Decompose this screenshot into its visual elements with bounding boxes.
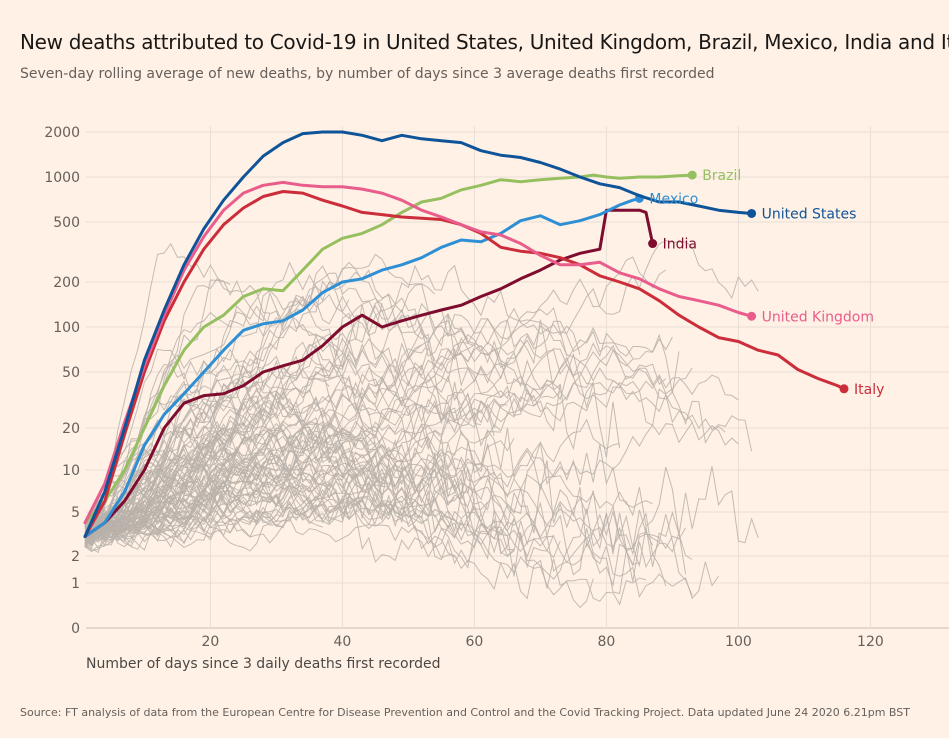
other-country-line — [84, 378, 330, 540]
chart-subtitle: Seven-day rolling average of new deaths,… — [20, 66, 715, 82]
series-endpoint-united-kingdom — [747, 311, 757, 321]
y-tick-label: 200 — [53, 275, 80, 291]
y-tick-label: 500 — [53, 215, 80, 231]
series-endpoint-italy — [839, 384, 849, 394]
other-country-line — [84, 475, 409, 548]
x-tick-label: 20 — [201, 634, 219, 650]
other-country-line — [84, 337, 508, 547]
series-line-mexico — [83, 196, 641, 538]
other-country-line — [84, 475, 363, 545]
other-country-line — [84, 348, 495, 543]
series-label-united-kingdom: United Kingdom — [762, 309, 874, 325]
other-country-line — [84, 358, 270, 537]
source-note: Source: FT analysis of data from the Eur… — [20, 706, 910, 719]
series-label-italy: Italy — [854, 382, 884, 398]
other-country-line — [84, 464, 396, 547]
x-tick-label: 40 — [333, 634, 351, 650]
highlighted-series — [83, 130, 849, 538]
other-country-line — [84, 350, 561, 533]
series-line-india — [83, 208, 655, 538]
grid-lines — [86, 126, 949, 629]
other-country-line — [84, 281, 475, 545]
other-country-line — [84, 349, 739, 535]
y-tick-label: 0 — [71, 621, 80, 637]
other-country-line — [84, 305, 621, 538]
y-tick-label: 1 — [71, 576, 80, 592]
y-tick-label: 1000 — [44, 170, 80, 186]
other-country-line — [84, 309, 561, 545]
series-endpoint-brazil — [687, 170, 697, 180]
x-axis-label: Number of days since 3 daily deaths firs… — [86, 656, 441, 672]
y-tick-label: 50 — [62, 365, 80, 381]
other-country-line — [84, 242, 270, 548]
other-countries-lines — [84, 239, 759, 609]
other-country-line — [84, 381, 449, 545]
axis-ticks: 0 1 2 5 10 20 50 100 200 500 1000 2000 20 40 60 80 100 12… — [44, 125, 883, 650]
other-country-line — [84, 313, 535, 534]
x-tick-label: 100 — [725, 634, 752, 650]
series-line-united-states — [83, 130, 754, 538]
series-label-mexico: Mexico — [649, 191, 698, 207]
other-country-line — [84, 401, 455, 546]
other-country-line — [84, 427, 376, 547]
other-country-line — [84, 289, 383, 533]
series-label-brazil: Brazil — [702, 168, 741, 184]
series-label-united-states: United States — [762, 206, 857, 222]
y-tick-label: 10 — [62, 463, 80, 479]
x-tick-label: 60 — [465, 634, 483, 650]
other-country-line — [84, 500, 535, 545]
series-label-india: India — [663, 237, 697, 253]
other-country-line — [84, 356, 753, 547]
other-country-line — [84, 500, 515, 552]
y-tick-label: 100 — [53, 320, 80, 336]
other-country-line — [84, 437, 515, 545]
series-endpoint-united-states — [747, 208, 757, 218]
y-tick-label: 2 — [71, 549, 80, 565]
series-endpoint-india — [648, 239, 658, 249]
y-tick-label: 20 — [62, 421, 80, 437]
chart-title: New deaths attributed to Covid-19 in Uni… — [20, 30, 949, 54]
y-tick-label: 5 — [71, 505, 80, 521]
y-tick-label: 2000 — [44, 125, 80, 141]
other-country-line — [84, 367, 693, 547]
series-line-brazil — [83, 173, 694, 525]
other-country-line — [84, 492, 647, 606]
other-country-line — [84, 393, 687, 575]
other-country-line — [84, 265, 594, 536]
other-country-line — [84, 278, 422, 539]
series-line-united-kingdom — [83, 180, 754, 525]
other-country-line — [84, 307, 581, 540]
other-country-line — [84, 334, 423, 542]
other-country-line — [84, 256, 667, 540]
other-country-line — [84, 320, 634, 539]
x-tick-label: 120 — [857, 634, 884, 650]
other-country-line — [84, 462, 456, 542]
x-tick-label: 80 — [597, 634, 615, 650]
other-country-line — [84, 469, 653, 551]
